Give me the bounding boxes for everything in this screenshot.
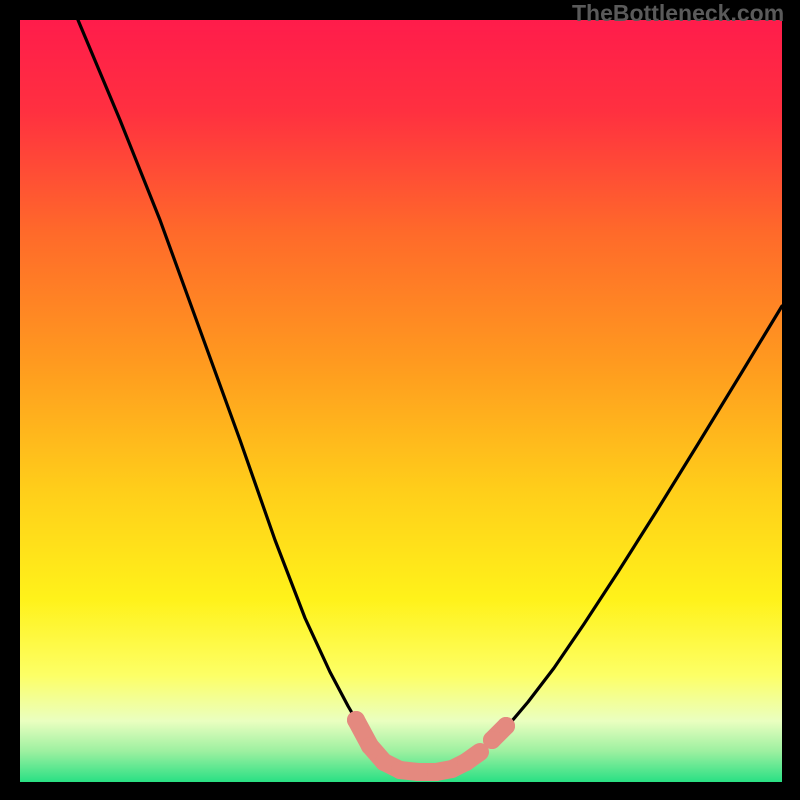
chart-container: TheBottleneck.com (0, 0, 800, 800)
curve-layer (0, 0, 800, 800)
bottleneck-curve (78, 20, 782, 772)
bottom-accent (347, 711, 515, 781)
